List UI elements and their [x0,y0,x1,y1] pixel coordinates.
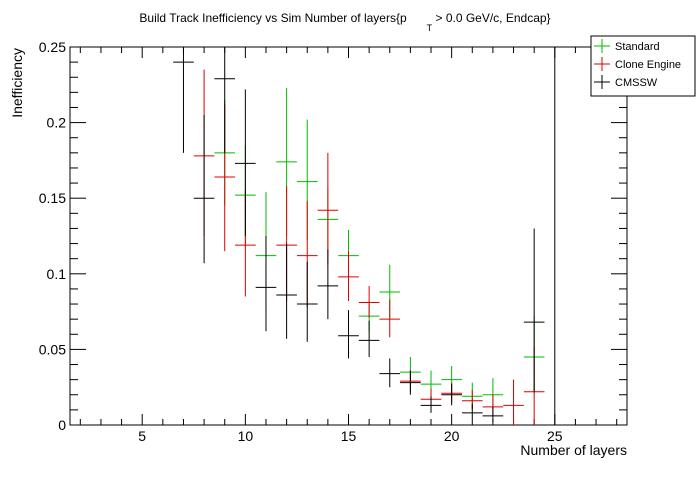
y-axis-label: Inefficiency [9,48,25,118]
y-tick-label: 0.2 [47,115,67,131]
x-tick-label: 5 [138,428,146,444]
data-point [379,358,401,388]
chart-title-tail: > 0.0 GeV/c, Endcap} [432,11,550,25]
legend-entry: Clone Engine [594,57,681,71]
y-tick-label: 0.05 [39,341,66,357]
data-point [317,152,339,265]
data-point [461,403,483,419]
x-axis-label: Number of layers [520,442,627,458]
data-point [214,47,236,153]
data-point [193,115,215,264]
data-point [338,251,359,302]
plot-marks [173,47,566,426]
data-point [523,228,545,392]
series-standard [214,87,545,410]
y-tick-label: 0 [58,417,66,433]
legend-label: Clone Engine [615,59,681,71]
data-point [441,384,462,406]
data-point [482,406,504,422]
data-point [400,370,421,395]
data-point [276,243,297,339]
x-tick-label: 25 [547,428,563,444]
data-point [173,47,194,153]
data-point [317,249,339,320]
series-clone-engine [193,69,545,425]
y-tick-label: 0.25 [39,39,66,55]
data-point [235,89,256,236]
data-point [544,47,566,426]
data-point [420,396,442,413]
legend-entry: Standard [594,39,660,53]
y-tick-label: 0.1 [47,266,67,282]
data-point [379,299,401,338]
chart-title: Build Track Inefficiency vs Sim Number o… [139,11,550,33]
legend-entry: CMSSW [594,75,658,89]
legend-label: Standard [615,41,660,53]
plot-axes: 5 10 15 20 25 0 0.05 0.1 0.15 0.2 0.25 [39,39,628,444]
chart-title-main: Build Track Inefficiency vs Sim Number o… [139,11,407,25]
x-tick-label: 20 [444,428,460,444]
series-cmssw [173,47,566,426]
legend: Standard Clone Engine CMSSW [590,35,696,97]
data-point [338,310,359,359]
legend-label: CMSSW [615,77,658,89]
data-point [358,320,380,357]
data-point [255,236,277,332]
y-tick-label: 0.15 [39,190,66,206]
data-point [296,261,318,342]
data-point [358,285,380,318]
x-tick-label: 15 [341,428,357,444]
x-tick-label: 10 [238,428,254,444]
data-point [503,379,524,425]
chart-title-subscript: T [427,23,433,33]
